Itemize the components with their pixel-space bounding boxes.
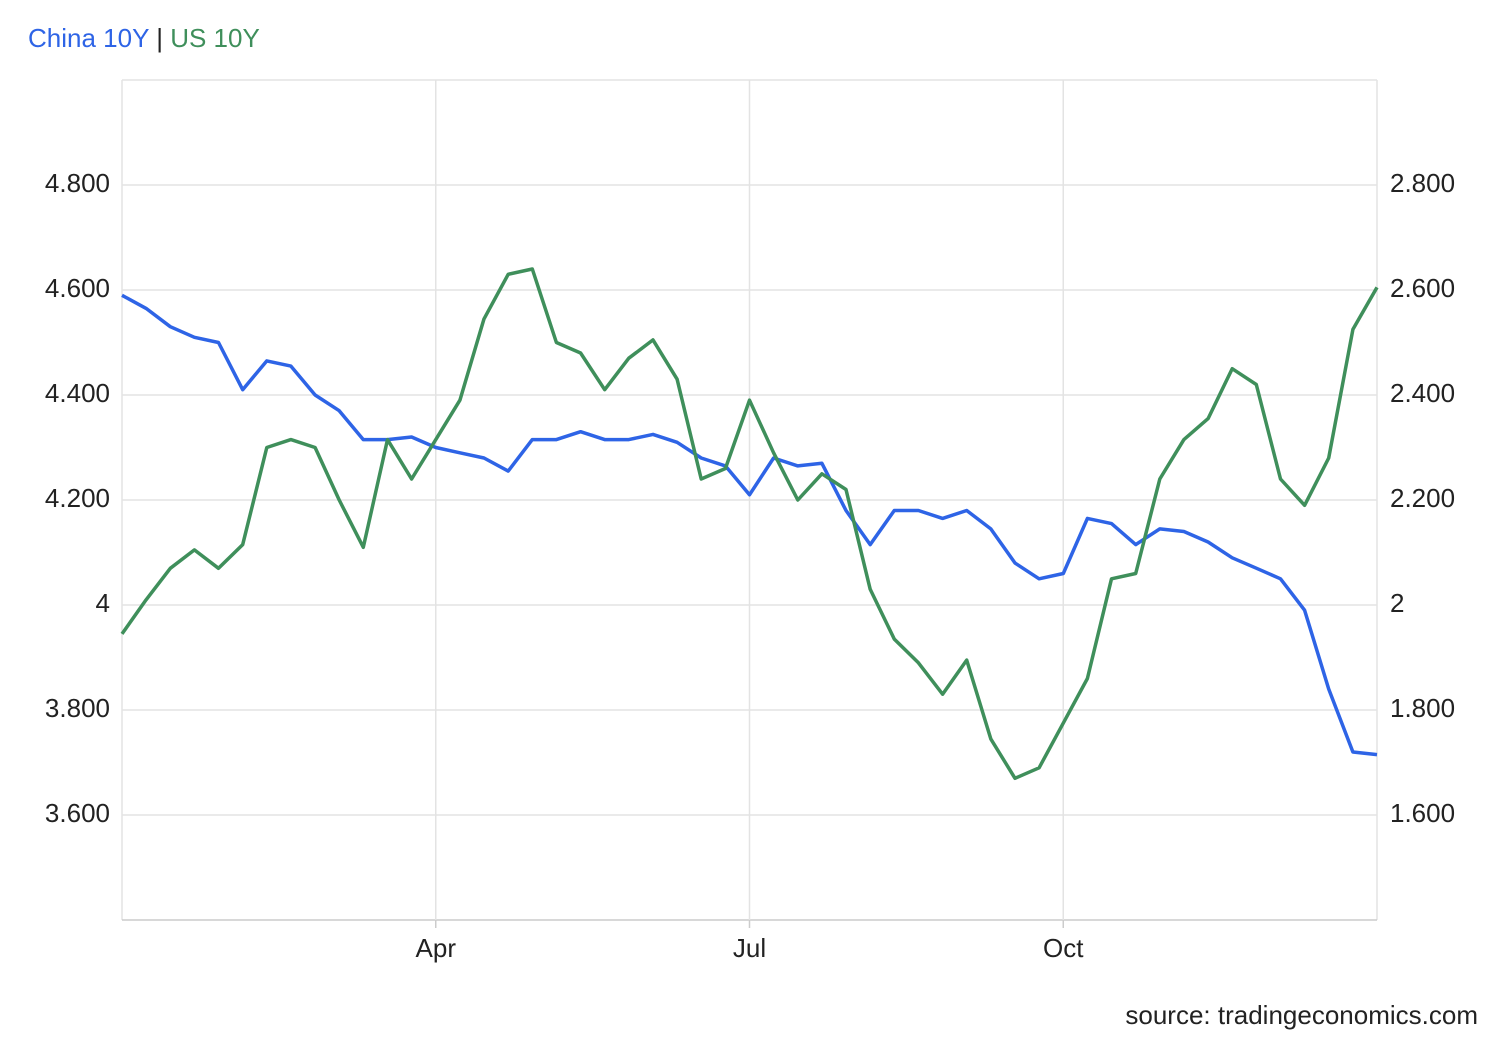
- x-tick-label: Jul: [733, 933, 766, 963]
- y-tick-label: 3.800: [45, 693, 110, 723]
- legend-entry: US 10Y: [170, 23, 260, 53]
- y2-tick-label: 2.400: [1390, 378, 1455, 408]
- source-note: source: tradingeconomics.com: [1125, 1000, 1478, 1030]
- x-tick-label: Oct: [1043, 933, 1084, 963]
- series-line: [121, 293, 1378, 757]
- y-tick-label: 4.400: [45, 378, 110, 408]
- y2-tick-label: 2.600: [1390, 273, 1455, 303]
- y-tick-label: 4.800: [45, 168, 110, 198]
- y2-tick-label: 2: [1390, 588, 1404, 618]
- y-tick-label: 4.200: [45, 483, 110, 513]
- y2-tick-label: 2.200: [1390, 483, 1455, 513]
- y-tick-label: 4: [96, 588, 110, 618]
- legend-separator: |: [156, 23, 163, 53]
- legend-entry: China 10Y: [28, 23, 149, 53]
- legend: China 10Y | US 10Y: [28, 23, 260, 53]
- y-tick-label: 4.600: [45, 273, 110, 303]
- x-tick-label: Apr: [416, 933, 457, 963]
- y2-tick-label: 1.600: [1390, 798, 1455, 828]
- y2-tick-label: 1.800: [1390, 693, 1455, 723]
- series-line: [120, 267, 1379, 781]
- y2-tick-label: 2.800: [1390, 168, 1455, 198]
- y-tick-label: 3.600: [45, 798, 110, 828]
